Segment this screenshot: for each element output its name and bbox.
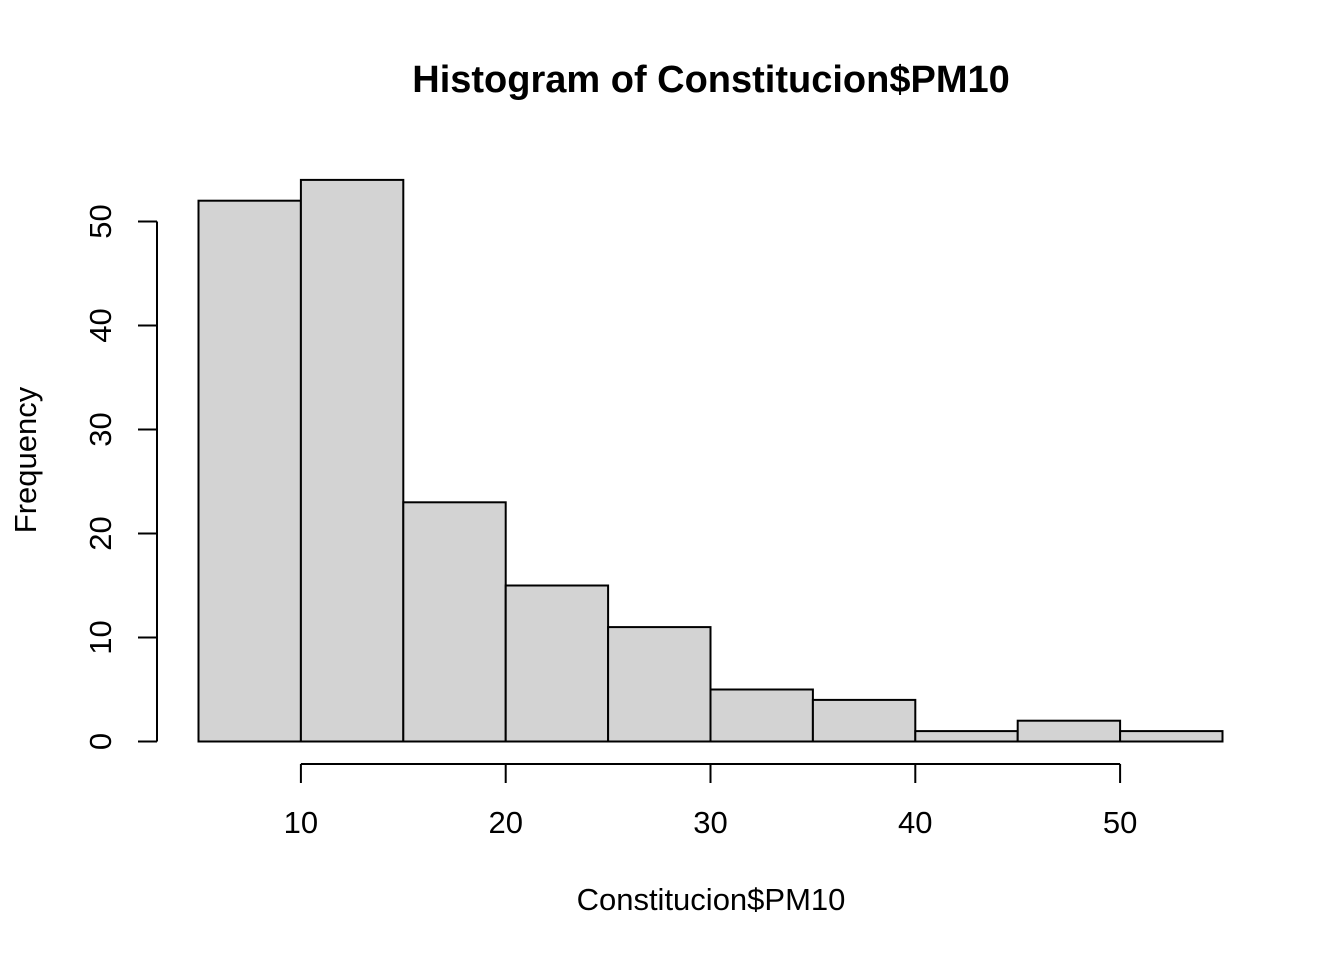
histogram-bar-1 — [299, 178, 405, 743]
y-tick-label-2: 20 — [83, 516, 118, 550]
chart-title: Histogram of Constitucion$PM10 — [412, 59, 1010, 101]
histogram-bar-5 — [709, 688, 814, 743]
histogram-bar-3 — [504, 584, 610, 743]
x-tick-label-3: 40 — [898, 805, 932, 840]
histogram-bar-2 — [402, 501, 507, 743]
histogram-bar-8 — [1016, 719, 1122, 743]
y-tick-label-1: 10 — [83, 620, 118, 654]
histogram-bar-0 — [197, 199, 302, 743]
x-axis: 10 20 30 40 50 — [284, 763, 1137, 840]
x-axis-label: Constitucion$PM10 — [577, 882, 846, 917]
x-tick-label-1: 20 — [488, 805, 522, 840]
y-tick-label-4: 40 — [83, 308, 118, 342]
histogram-bar-7 — [914, 730, 1019, 743]
histogram-bar-4 — [607, 626, 712, 743]
y-axis: 0 10 20 30 40 50 — [83, 204, 158, 750]
y-tick-label-5: 50 — [83, 204, 118, 238]
x-tick-label-2: 30 — [693, 805, 727, 840]
x-tick-label-0: 10 — [284, 805, 318, 840]
histogram-bar-9 — [1119, 730, 1224, 743]
y-axis-label: Frequency — [8, 386, 43, 533]
x-tick-label-4: 50 — [1103, 805, 1137, 840]
y-tick-label-0: 0 — [83, 733, 118, 750]
histogram-bar-6 — [811, 698, 917, 743]
y-tick-label-3: 30 — [83, 412, 118, 446]
histogram-bars — [197, 178, 1224, 743]
